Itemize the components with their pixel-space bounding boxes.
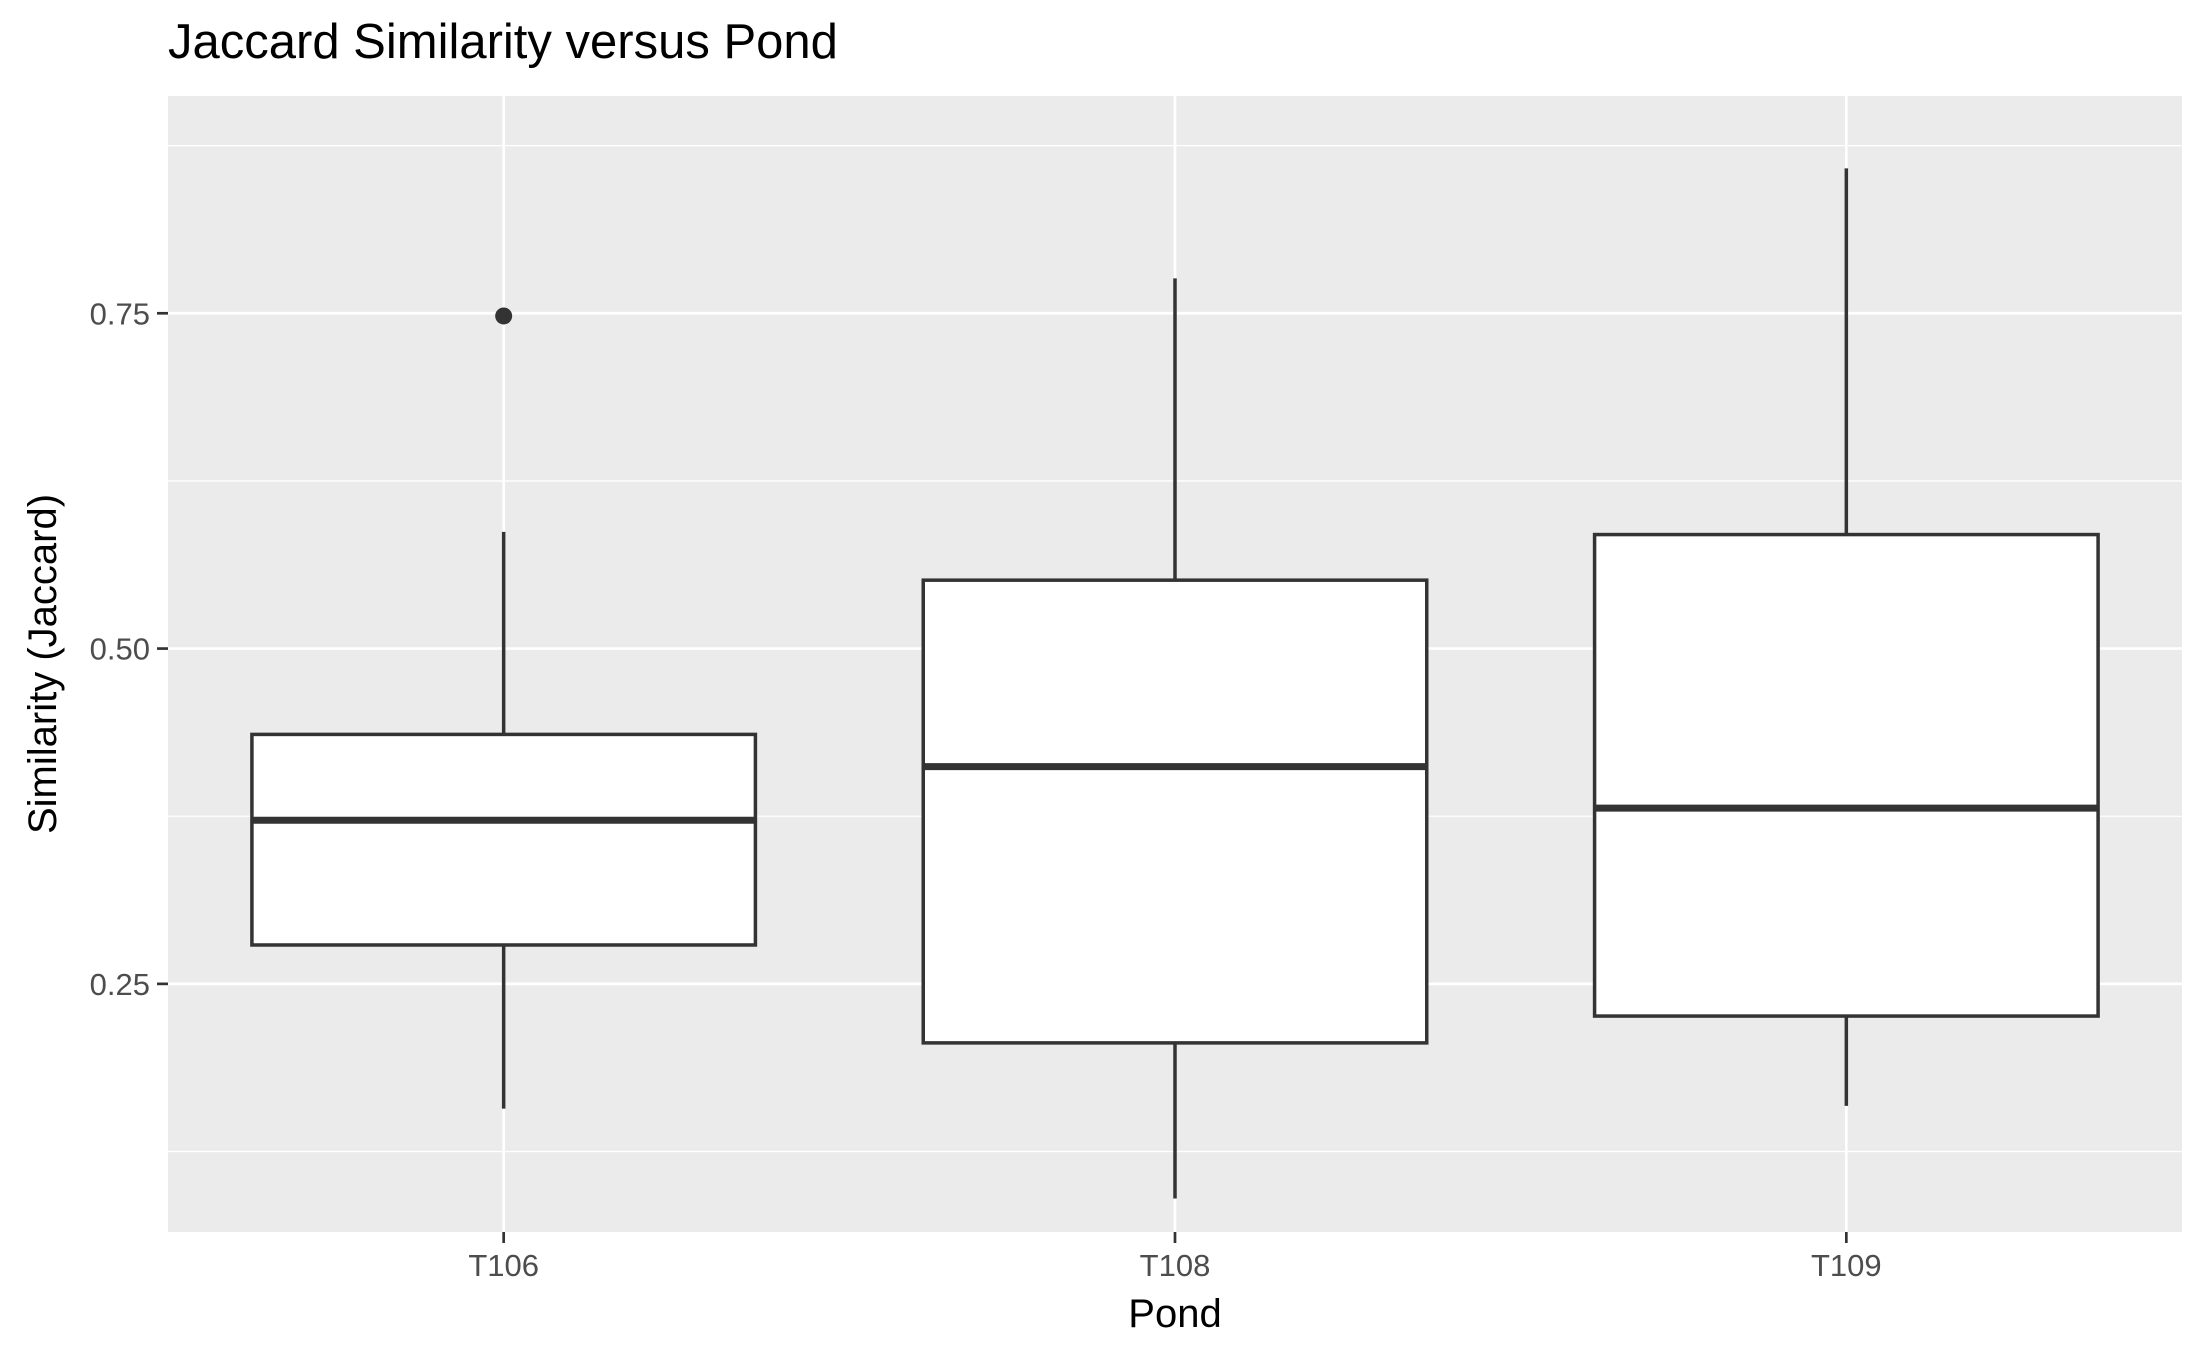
box-t106 [250, 307, 758, 1109]
x-tick-label: T109 [1811, 1248, 1882, 1283]
box-iqr [921, 578, 1429, 1045]
x-axis-title: Pond [1128, 1292, 1221, 1336]
y-tick-label: 0.50 [90, 632, 150, 667]
chart-title: Jaccard Similarity versus Pond [168, 15, 838, 69]
box-t109 [1592, 168, 2100, 1106]
y-tick-label: 0.25 [90, 967, 150, 1002]
box-iqr [250, 732, 758, 947]
outlier-point [495, 307, 513, 325]
x-tick-label: T106 [468, 1248, 539, 1283]
box-series [250, 168, 2100, 1199]
box-iqr [1592, 532, 2100, 1018]
y-axis: 0.25 0.50 0.75 [90, 296, 168, 1002]
box-t108 [921, 278, 1429, 1199]
y-axis-title: Similarity (Jaccard) [21, 494, 65, 834]
y-tick-label: 0.75 [90, 296, 150, 331]
x-tick-label: T108 [1140, 1248, 1211, 1283]
x-axis: T106 T108 T109 [468, 1232, 1882, 1283]
